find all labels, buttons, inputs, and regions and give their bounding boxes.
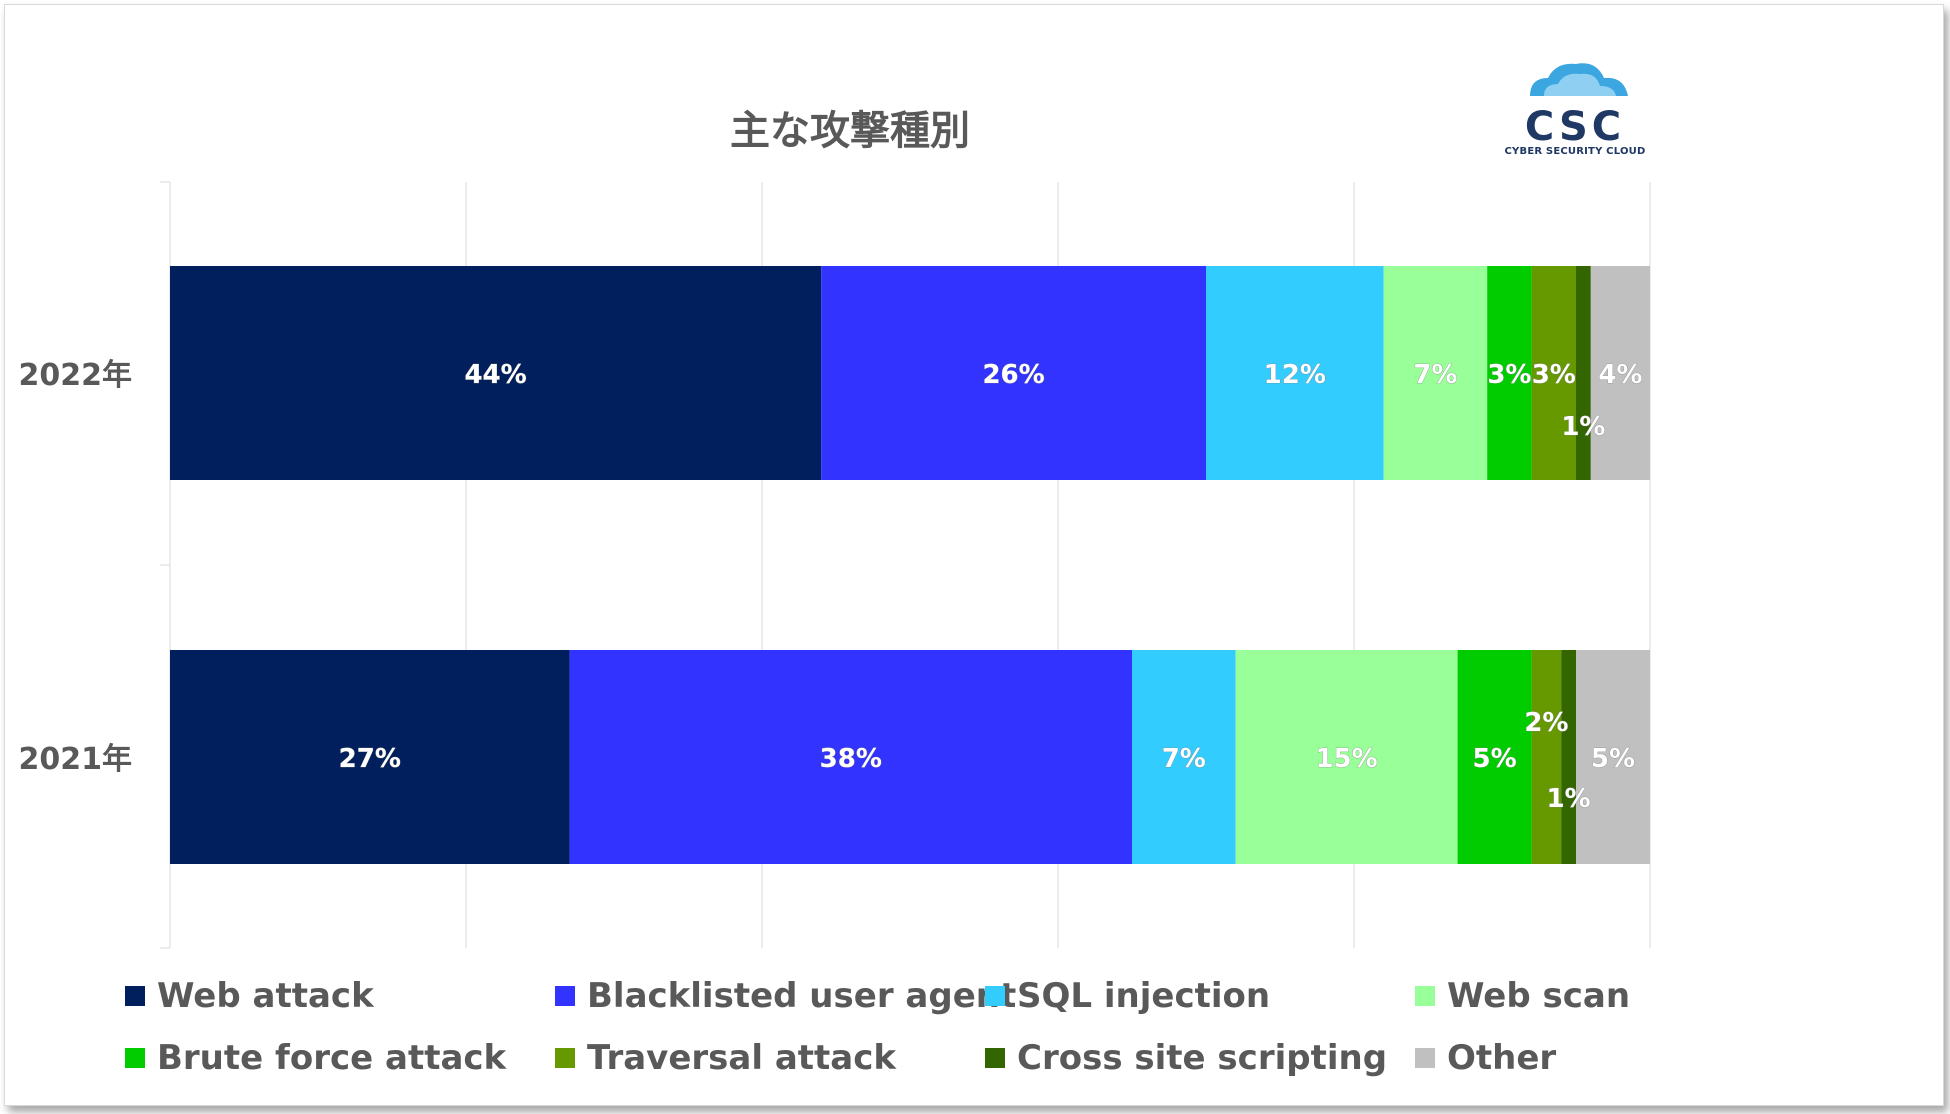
bar-1-brute-force-attack bbox=[1457, 650, 1532, 864]
bar-0-traversal-attack bbox=[1531, 266, 1576, 480]
chart-title: 主な攻撃種別 bbox=[730, 108, 970, 154]
data-label-0-4: 3% bbox=[1487, 360, 1531, 390]
data-label-0-7: 4% bbox=[1598, 360, 1642, 390]
bar-0-cross-site-scripting bbox=[1576, 266, 1591, 480]
logo-text: CSC bbox=[1525, 104, 1625, 150]
bar-1-sql-injection bbox=[1132, 650, 1236, 864]
bar-0-sql-injection bbox=[1206, 266, 1384, 480]
chart-frame bbox=[4, 4, 1944, 1106]
data-label-0-2: 12% bbox=[1264, 360, 1326, 390]
bar-1-web-scan bbox=[1235, 650, 1458, 864]
bar-0-web-attack bbox=[170, 266, 822, 480]
bar-1-blacklisted-user-agent bbox=[569, 650, 1132, 864]
data-label-0-5: 3% bbox=[1532, 360, 1576, 390]
data-label-1-0: 27% bbox=[339, 744, 401, 774]
data-label-0-1: 26% bbox=[982, 360, 1044, 390]
data-label-1-4: 5% bbox=[1473, 744, 1517, 774]
bar-1-cross-site-scripting bbox=[1561, 650, 1576, 864]
data-label-0-0: 44% bbox=[464, 360, 526, 390]
bar-1-traversal-attack bbox=[1531, 650, 1562, 864]
data-label-1-1: 38% bbox=[820, 744, 882, 774]
data-label-1-6: 1% bbox=[1547, 784, 1591, 814]
bar-1-other bbox=[1576, 650, 1650, 864]
logo-caption: CYBER SECURITY CLOUD bbox=[1504, 146, 1646, 157]
category-label-0: 2022年 bbox=[19, 358, 133, 393]
category-label-1: 2021年 bbox=[19, 742, 133, 777]
bar-0-blacklisted-user-agent bbox=[821, 266, 1206, 480]
data-label-1-3: 15% bbox=[1315, 744, 1377, 774]
data-label-1-2: 7% bbox=[1162, 744, 1206, 774]
data-label-0-3: 7% bbox=[1413, 360, 1457, 390]
data-label-1-5: 2% bbox=[1524, 708, 1568, 738]
data-label-0-6: 1% bbox=[1561, 412, 1605, 442]
cloud-icon bbox=[1530, 63, 1628, 96]
data-label-1-7: 5% bbox=[1591, 744, 1635, 774]
bar-0-web-scan bbox=[1383, 266, 1488, 480]
bar-0-other bbox=[1590, 266, 1650, 480]
csc-logo: CSC bbox=[1525, 63, 1628, 150]
bar-1-web-attack bbox=[170, 650, 570, 864]
bar-0-brute-force-attack bbox=[1487, 266, 1532, 480]
